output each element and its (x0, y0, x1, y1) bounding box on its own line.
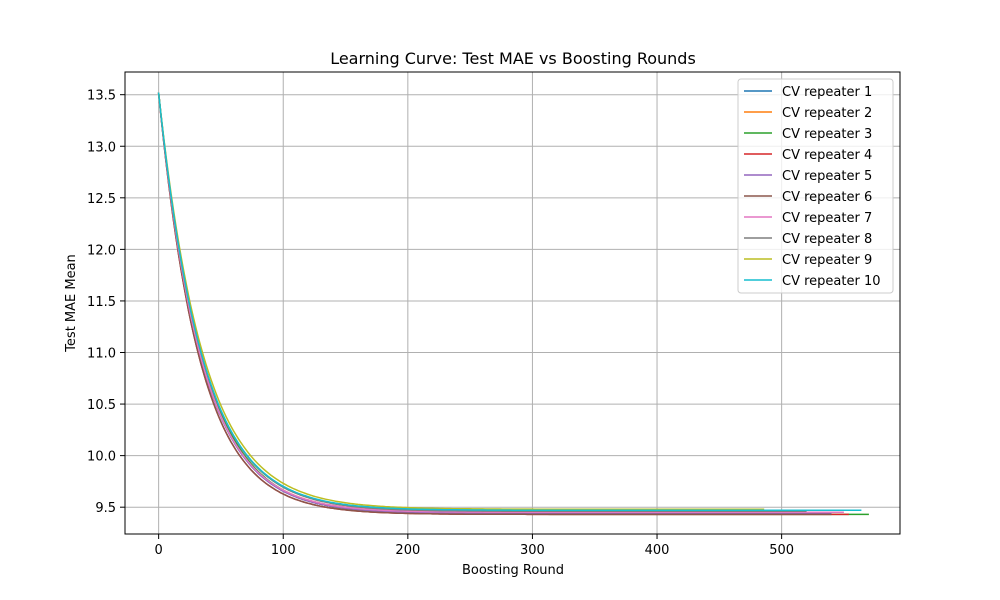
y-tick-label: 11.0 (87, 347, 116, 362)
x-tick-label: 200 (395, 543, 420, 558)
series-line-7 (157, 92, 844, 514)
y-tick-label: 13.0 (87, 140, 116, 155)
x-tick-label: 300 (520, 543, 545, 558)
legend-box (737, 78, 894, 294)
series-line-9 (157, 92, 765, 510)
y-tick-label: 10.0 (87, 450, 116, 465)
x-axis-ticks: 0 100 200 300 400 500 (155, 534, 794, 558)
legend-entry-label: CV repeater 8 (782, 232, 872, 247)
legend-entry-label: CV repeater 9 (782, 253, 872, 268)
legend-entry-label: CV repeater 6 (782, 190, 872, 205)
legend-entry-label: CV repeater 5 (782, 169, 872, 184)
legend-entry-label: CV repeater 4 (782, 148, 872, 163)
series-line-1 (157, 92, 832, 515)
plot-frame (124, 71, 901, 535)
x-tick-label: 500 (769, 543, 794, 558)
y-axis-ticks: 9.5 10.0 10.5 11.0 11.5 12.0 12.5 13.0 13.5 (87, 89, 125, 516)
legend-entry-label: CV repeater 7 (782, 211, 872, 226)
y-tick-label: 9.5 (95, 501, 116, 516)
y-tick-label: 11.5 (87, 295, 116, 310)
series-lines (157, 92, 869, 516)
y-tick-label: 12.0 (87, 243, 116, 258)
chart-title: Learning Curve: Test MAE vs Boosting Rou… (330, 49, 696, 68)
series-line-2 (157, 92, 837, 514)
series-line-5 (157, 92, 832, 515)
series-line-6 (157, 92, 832, 516)
series-line-8 (157, 92, 807, 513)
y-axis-label: Test MAE Mean (64, 254, 79, 353)
x-axis-label: Boosting Round (462, 563, 564, 578)
legend-entry-label: CV repeater 10 (782, 274, 881, 289)
legend-entry-label: CV repeater 1 (782, 85, 872, 100)
y-tick-label: 13.5 (87, 89, 116, 104)
legend-entry-label: CV repeater 2 (782, 106, 872, 121)
y-tick-label: 10.5 (87, 398, 116, 413)
x-tick-label: 0 (155, 543, 163, 558)
series-line-10 (157, 92, 862, 512)
y-tick-label: 12.5 (87, 192, 116, 207)
x-tick-label: 400 (645, 543, 670, 558)
legend-entry-label: CV repeater 3 (782, 127, 872, 142)
x-tick-label: 100 (271, 543, 296, 558)
legend: CV repeater 1 CV repeater 2 CV repeater 3 C… (737, 78, 894, 294)
